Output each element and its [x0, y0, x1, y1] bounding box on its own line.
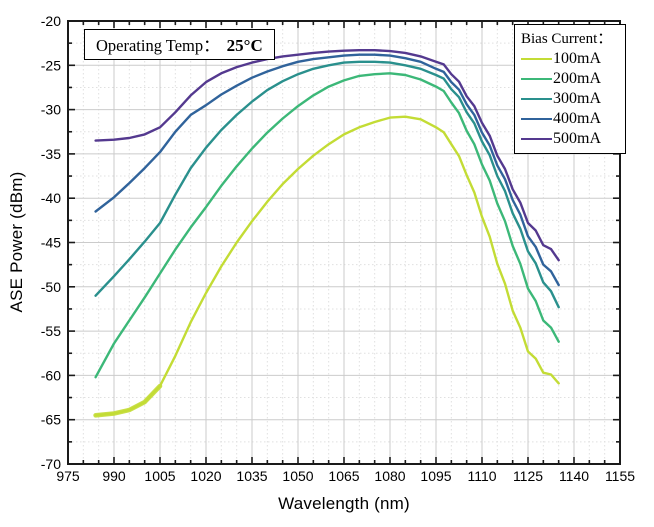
- legend-items: 100mA 200mA 300mA 400mA 500mA: [521, 49, 625, 149]
- legend-item-label: 400mA: [553, 110, 601, 127]
- legend-title: Bias Current：: [521, 31, 613, 47]
- legend-line-swatch: [521, 118, 552, 120]
- curve-200mA: [94, 72, 560, 379]
- x-tick-label: 990: [102, 468, 126, 484]
- operating-temp-label: Operating Temp：: [96, 36, 220, 55]
- x-tick-label: 1080: [374, 468, 405, 484]
- operating-temp-value: 25°C: [226, 36, 263, 55]
- operating-temp-annotation: Operating Temp： 25°C: [84, 29, 275, 60]
- y-tick-label: -45: [41, 235, 61, 251]
- legend-item: 400mA: [521, 109, 625, 129]
- legend-item-label: 100mA: [553, 50, 601, 67]
- y-tick-label: -25: [41, 57, 61, 73]
- curve-300mA: [94, 60, 560, 309]
- x-tick-label: 1110: [467, 468, 496, 484]
- x-tick-label: 1020: [190, 468, 221, 484]
- y-tick-label: -20: [41, 13, 61, 29]
- legend-line-swatch: [521, 98, 552, 100]
- y-tick-label: -30: [41, 102, 61, 118]
- y-tick-label: -35: [41, 146, 61, 162]
- y-tick-label: -60: [41, 367, 61, 383]
- y-axis-label: ASE Power (dBm): [7, 171, 26, 313]
- legend-item-label: 300mA: [553, 90, 601, 107]
- x-tick-label: 1035: [236, 468, 267, 484]
- legend: Bias Current： 100mA 200mA 300mA 400mA 500mA: [514, 24, 626, 154]
- legend-item-label: 500mA: [553, 130, 601, 147]
- curve-500mA: [94, 49, 560, 262]
- curve-400mA: [94, 53, 560, 287]
- legend-item: 300mA: [521, 89, 625, 109]
- x-tick-label: 1125: [513, 468, 543, 484]
- legend-item-label: 200mA: [553, 70, 601, 87]
- y-tick-label: -55: [41, 323, 61, 339]
- y-tick-label: -70: [41, 456, 61, 472]
- y-tick-label: -50: [41, 279, 61, 295]
- legend-item: 500mA: [521, 129, 625, 149]
- legend-item: 200mA: [521, 69, 625, 89]
- x-tick-label: 1095: [420, 468, 451, 484]
- x-tick-label: 1065: [328, 468, 359, 484]
- legend-line-swatch: [521, 58, 552, 60]
- legend-line-swatch: [521, 78, 552, 80]
- legend-item: 100mA: [521, 49, 625, 69]
- curve-100mA: [94, 115, 560, 417]
- plot-frame: [67, 20, 621, 465]
- y-tick-label: -65: [41, 412, 61, 428]
- x-tick-label: 975: [56, 468, 80, 484]
- x-axis-label: Wavelength (nm): [278, 494, 410, 513]
- x-tick-label: 1155: [605, 468, 635, 484]
- legend-line-swatch: [521, 138, 552, 140]
- y-tick-label: -40: [41, 190, 61, 206]
- x-tick-label: 1140: [559, 468, 589, 484]
- x-tick-label: 1050: [282, 468, 313, 484]
- x-tick-label: 1005: [144, 468, 175, 484]
